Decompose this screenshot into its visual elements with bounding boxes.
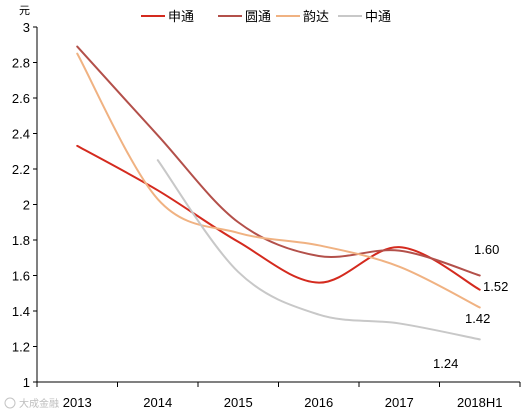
y-tick-label-1: 1.2 — [12, 340, 30, 355]
data-label-shentong-2018h1: 1.52 — [483, 279, 508, 294]
x-tick-label-1: 2014 — [143, 395, 172, 410]
x-tick-label-5: 2018H1 — [457, 395, 503, 410]
y-tick-label-4: 1.8 — [12, 233, 30, 248]
data-label-zhongtong-2018h1: 1.24 — [433, 356, 458, 371]
y-tick-label-8: 2.6 — [12, 91, 30, 106]
data-label-yuantong-2018h1: 1.60 — [474, 242, 499, 257]
watermark: 大成金融 — [4, 397, 59, 410]
y-tick-label-0: 1 — [23, 375, 30, 390]
series-line-1 — [76, 45, 481, 277]
x-axis-ticks: 2013 2014 2015 2016 2017 2018H1 — [36, 382, 521, 410]
series-line-2 — [76, 52, 481, 309]
y-tick-label-6: 2.2 — [12, 162, 30, 177]
unit-label: 元 — [19, 5, 30, 17]
series-line-3 — [156, 159, 481, 341]
y-tick-label-10: 3 — [23, 20, 30, 35]
y-tick-label-7: 2.4 — [12, 127, 30, 142]
series-lines — [76, 45, 481, 341]
x-tick-label-2: 2015 — [224, 395, 253, 410]
y-tick-label-3: 1.6 — [12, 269, 30, 284]
legend-label-1: 圆通 — [245, 9, 271, 24]
watermark-text: 大成金融 — [19, 397, 59, 410]
watermark-logo-icon — [4, 397, 16, 409]
legend: 申通 圆通 韵达 中通 — [141, 9, 391, 24]
y-tick-label-5: 2 — [23, 198, 30, 213]
series-line-0 — [76, 144, 481, 291]
y-axis-ticks: 1 1.2 1.4 1.6 1.8 2 2.2 2.4 2.6 2.8 3 — [12, 20, 37, 390]
y-tick-label-9: 2.8 — [12, 56, 30, 71]
legend-label-2: 韵达 — [303, 9, 329, 24]
legend-label-3: 中通 — [365, 9, 391, 24]
legend-label-0: 申通 — [168, 9, 194, 24]
y-tick-label-2: 1.4 — [12, 304, 30, 319]
data-label-yunda-2018h1: 1.42 — [465, 311, 490, 326]
x-tick-label-0: 2013 — [63, 395, 92, 410]
x-tick-label-3: 2016 — [304, 395, 333, 410]
x-tick-label-4: 2017 — [385, 395, 414, 410]
